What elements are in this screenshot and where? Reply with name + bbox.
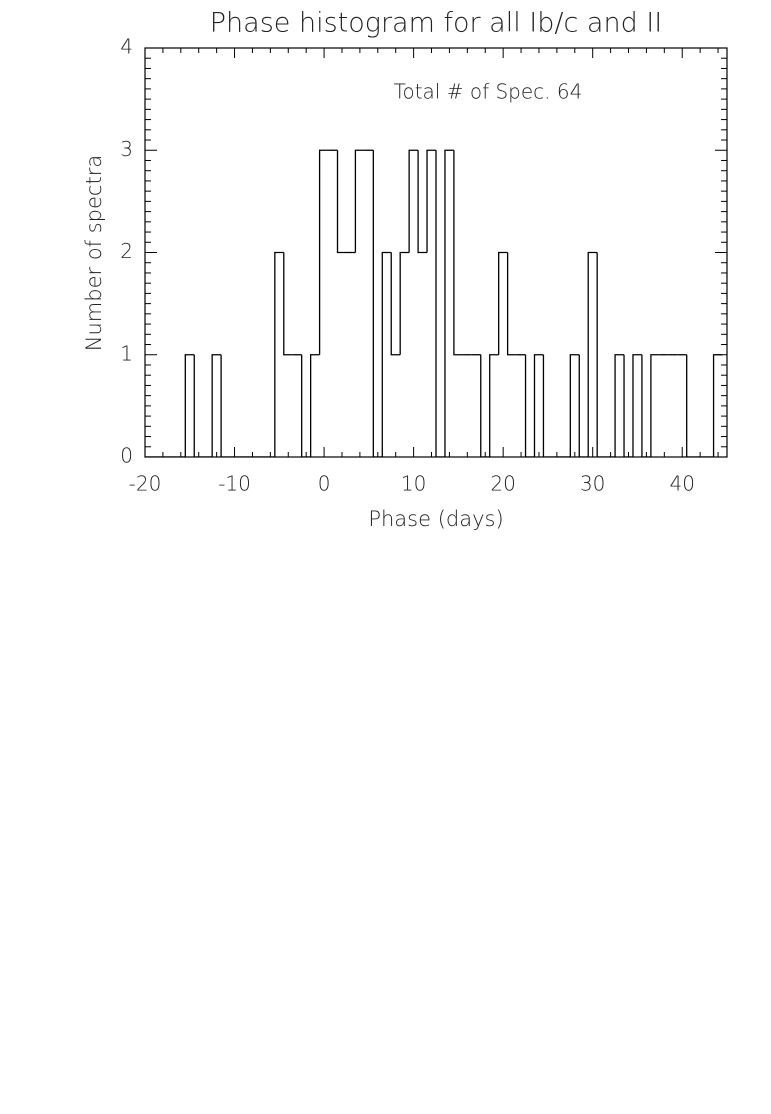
histogram-bin	[408, 149, 419, 253]
y-tick-label: 1	[120, 341, 133, 365]
histogram-bin	[318, 149, 329, 355]
histogram-bin	[686, 354, 696, 457]
x-tick-label: -10	[218, 472, 251, 496]
y-axis-label: Number of spectra	[82, 155, 106, 351]
histogram-bin	[489, 354, 499, 457]
histogram-bin	[641, 354, 651, 457]
histogram-bin	[596, 252, 607, 457]
histogram-bin	[587, 251, 598, 457]
histogram-bin	[193, 354, 204, 457]
y-tick-label: 0	[120, 444, 133, 468]
histogram-bin	[480, 354, 490, 457]
y-tick-label: 2	[120, 239, 133, 263]
histogram-bin	[390, 252, 401, 356]
histogram-bin	[650, 354, 660, 457]
histogram-bin	[569, 354, 580, 457]
y-tick-label: 4	[120, 35, 133, 59]
y-tick-label: 3	[120, 137, 133, 161]
x-axis-label: Phase (days)	[368, 507, 503, 531]
histogram-bin	[372, 150, 383, 457]
histogram-bin	[417, 150, 428, 254]
histogram-bin	[444, 149, 454, 457]
x-tick-label: 30	[580, 472, 605, 496]
x-tick-label: 10	[401, 472, 426, 496]
histogram-bin	[623, 354, 633, 457]
histogram-bin	[524, 354, 535, 457]
chart-title: Phase histogram for all Ib/c and II	[210, 8, 663, 39]
histogram-bin	[220, 354, 231, 457]
histogram-bin	[274, 251, 284, 457]
x-tick-label: 0	[318, 472, 331, 496]
histogram-bin	[498, 251, 508, 355]
histogram-bin	[309, 354, 320, 457]
histogram-bin	[184, 354, 195, 457]
annotation: Total # of Spec. 64	[394, 80, 583, 104]
histogram-bin	[354, 149, 365, 253]
histogram-bin	[399, 251, 410, 355]
histogram-bin	[533, 354, 544, 457]
histogram-bin	[426, 149, 436, 253]
histogram-bin	[614, 354, 625, 457]
histogram	[145, 149, 723, 457]
histogram-bin	[578, 354, 589, 457]
histogram-bin	[542, 354, 553, 457]
histogram-bin	[506, 252, 517, 356]
histogram-bin	[632, 354, 642, 457]
histogram-bin	[336, 150, 347, 254]
x-tick-label: 40	[670, 472, 695, 496]
x-tick-label: 20	[490, 472, 515, 496]
histogram-bin	[211, 354, 222, 457]
histogram-bin	[301, 354, 311, 457]
x-tick-label: -20	[129, 472, 162, 496]
histogram-bin	[435, 150, 445, 457]
histogram-bin	[453, 150, 463, 356]
histogram-bin	[283, 252, 293, 356]
histogram-bin	[381, 251, 392, 457]
